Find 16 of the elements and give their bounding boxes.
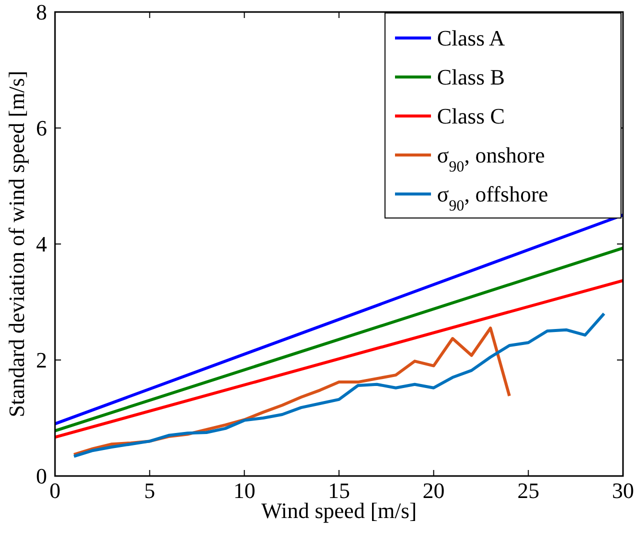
- x-tick-label: 5: [144, 478, 156, 503]
- y-tick-label: 2: [36, 348, 47, 373]
- legend-label: σ$_{90}$, onshore: [437, 142, 545, 176]
- legend-label: σ$_{90}$, offshore: [437, 182, 548, 214]
- x-tick-label: 20: [422, 478, 445, 503]
- y-tick-label: 6: [36, 116, 47, 141]
- x-tick-label: 25: [517, 478, 540, 503]
- y-axis-title: Standard deviation of wind speed [m/s]: [4, 70, 29, 418]
- y-tick-label: 8: [36, 0, 47, 25]
- legend-label: Class C: [437, 104, 505, 129]
- legend-label: Class A: [437, 26, 505, 51]
- y-tick-label: 4: [36, 232, 47, 257]
- line-series: [72, 312, 606, 458]
- x-tick-label: 10: [233, 478, 256, 503]
- x-tick-label: 30: [612, 478, 634, 503]
- legend-label: Class B: [437, 64, 505, 90]
